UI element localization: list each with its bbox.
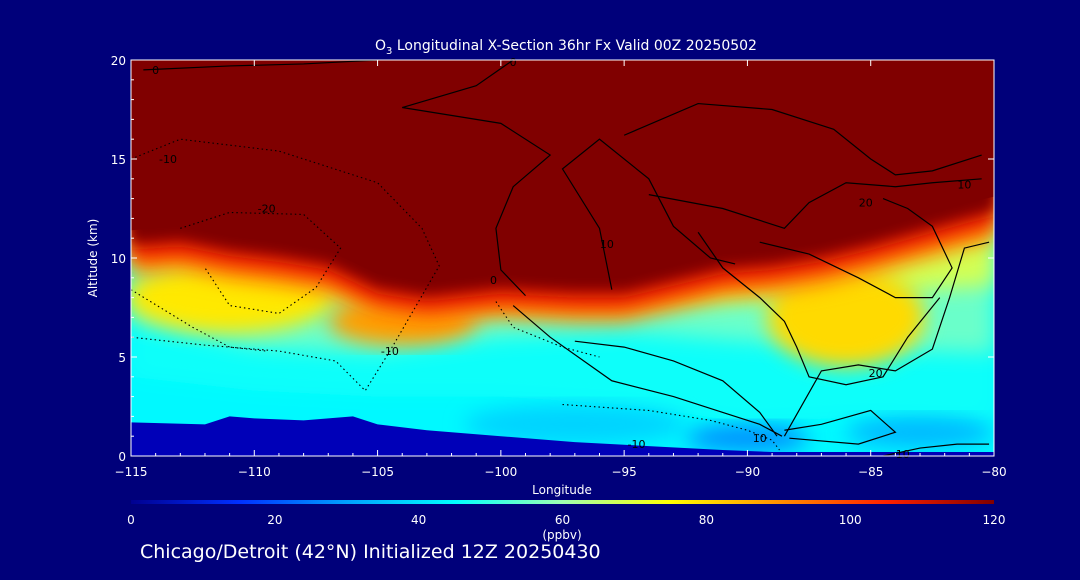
x-tick-label: −90: [735, 465, 760, 479]
x-tick-label: −100: [484, 465, 517, 479]
x-tick-label: −110: [238, 465, 271, 479]
contour-solid: [512, 305, 783, 437]
contour-label: 10: [957, 179, 971, 192]
x-axis-label: Longitude: [532, 483, 592, 497]
contour-lines: [131, 60, 990, 456]
field-blob: [685, 424, 810, 453]
contour-label: 20: [859, 197, 873, 210]
ozone-field: [131, 60, 994, 456]
x-tick-label: −95: [611, 465, 636, 479]
y-tick-label: 10: [111, 252, 126, 266]
contour-label: 0: [152, 64, 159, 77]
contour-label: -10: [627, 438, 645, 451]
y-tick-label: 15: [111, 153, 126, 167]
contour-solid: [697, 231, 941, 386]
field-blob: [846, 416, 994, 449]
contour-label: -10: [381, 345, 399, 358]
y-axis-label: Altitude (km): [86, 219, 100, 298]
contour-solid: [759, 198, 953, 299]
contour-label: 0: [490, 274, 497, 287]
colorbar-ticks: 0 20 40 60 80 100 120: [127, 513, 1005, 527]
y-tick-label: 0: [118, 450, 126, 464]
chart-title: O3 Longitudinal X-Section 36hr Fx Valid …: [375, 38, 757, 57]
x-tick-label: −85: [858, 465, 883, 479]
contour-solid: [784, 409, 897, 445]
colorbar-tick-label: 60: [555, 513, 570, 527]
x-tick-label: −80: [981, 465, 1006, 479]
contour-solid: [882, 443, 990, 456]
contour-label: 20: [869, 367, 883, 380]
colorbar-tick-label: 20: [267, 513, 282, 527]
contour-label: -20: [258, 203, 276, 216]
contour-solid: [783, 241, 990, 437]
contour-solid: [143, 60, 378, 71]
contour-label: 10: [753, 432, 767, 445]
contour-dotted: [562, 403, 780, 451]
contour-dotted: [131, 289, 267, 352]
colorbar-tick-label: 80: [699, 513, 714, 527]
x-tick-label: −105: [361, 465, 394, 479]
x-tick-label: −115: [115, 465, 148, 479]
colorbar-tick-label: 100: [839, 513, 862, 527]
footer-info: Chicago/Detroit (42°N) Initialized 12Z 2…: [140, 541, 601, 563]
contour-solid: [574, 340, 778, 437]
contour-label: 10: [896, 448, 910, 461]
y-axis: 0 5 10 15 20: [111, 54, 994, 464]
x-axis: −115 −110 −105 −100 −95 −90 −85 −80: [115, 60, 1007, 479]
contour-solid: [648, 178, 982, 229]
colorbar: [131, 500, 994, 504]
y-tick-label: 5: [118, 351, 126, 365]
colorbar-label: (ppbv): [542, 528, 581, 542]
colorbar-tick-label: 120: [983, 513, 1006, 527]
contour-dotted: [131, 138, 440, 392]
contour-solid: [561, 138, 736, 290]
contour-label: 0: [510, 56, 517, 69]
contour-label: 10: [600, 238, 614, 251]
y-tick-label: 20: [111, 54, 126, 68]
terrain: [131, 416, 994, 456]
colorbar-tick-label: 40: [411, 513, 426, 527]
contour-labels: 0 0 -10 -20 -10 0 10 20 10 20 -10 10 10: [152, 56, 971, 461]
field-blob: [463, 404, 686, 445]
contour-label: -10: [159, 153, 177, 166]
contour-solid: [402, 60, 552, 297]
contour-dotted: [180, 211, 342, 315]
colorbar-tick-label: 0: [127, 513, 135, 527]
contour-solid: [623, 102, 982, 176]
